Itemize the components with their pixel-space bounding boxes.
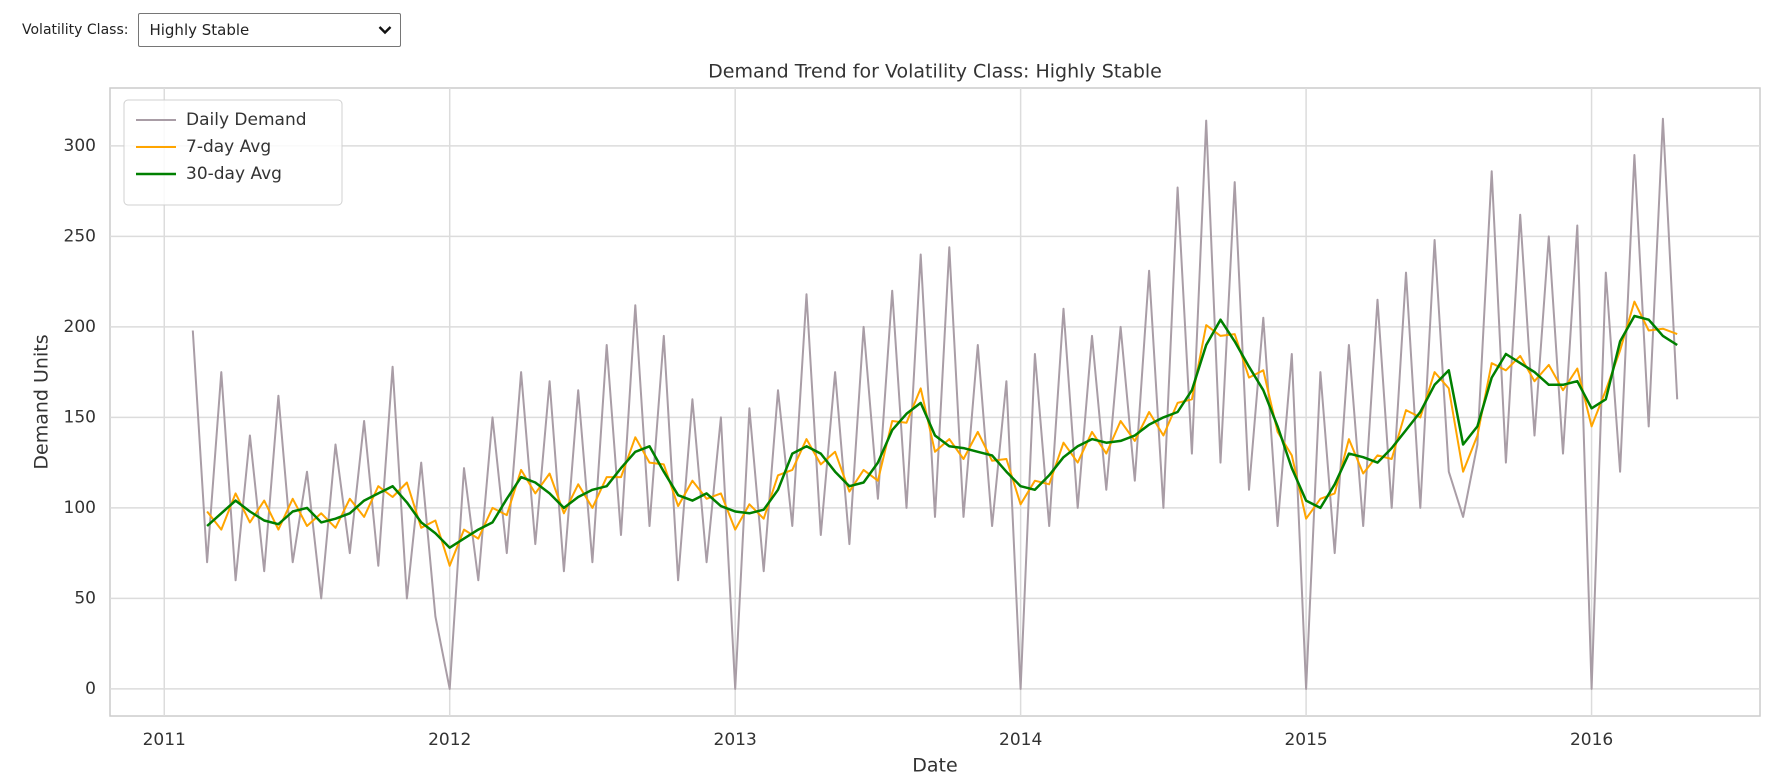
x-tick-label: 2011 (143, 730, 186, 750)
x-axis-label: Date (912, 755, 957, 777)
x-tick-label: 2015 (1284, 730, 1327, 750)
y-tick-label: 50 (74, 588, 96, 608)
plot-area (109, 87, 1761, 717)
series-line (206, 314, 1678, 549)
y-axis-label: Demand Units (31, 334, 53, 469)
x-tick-label: 2013 (714, 730, 757, 750)
legend-label: Daily Demand (186, 110, 307, 130)
filter-label: Volatility Class: (22, 22, 129, 38)
x-tick-label: 2016 (1570, 730, 1613, 750)
selected-option: Highly Stable (149, 21, 250, 39)
series-line (191, 117, 1679, 690)
y-tick-label: 200 (64, 317, 96, 337)
x-tick-label: 2012 (428, 730, 471, 750)
y-tick-label: 100 (64, 498, 96, 518)
y-tick-label: 150 (64, 407, 96, 427)
chart-title: Demand Trend for Volatility Class: Highl… (708, 61, 1162, 83)
legend-label: 30-day Avg (186, 164, 282, 184)
filter-controls: Volatility Class: Highly Stable (22, 12, 402, 48)
y-tick-label: 0 (85, 679, 96, 699)
y-tick-label: 300 (64, 136, 96, 156)
volatility-select[interactable]: Highly Stable (138, 13, 402, 47)
legend-box (123, 99, 343, 206)
series-line (206, 300, 1678, 567)
dropdown-chevron (379, 26, 392, 35)
legend-label: 7-day Avg (186, 137, 271, 157)
x-tick-label: 2014 (999, 730, 1042, 750)
y-tick-label: 250 (64, 226, 96, 246)
